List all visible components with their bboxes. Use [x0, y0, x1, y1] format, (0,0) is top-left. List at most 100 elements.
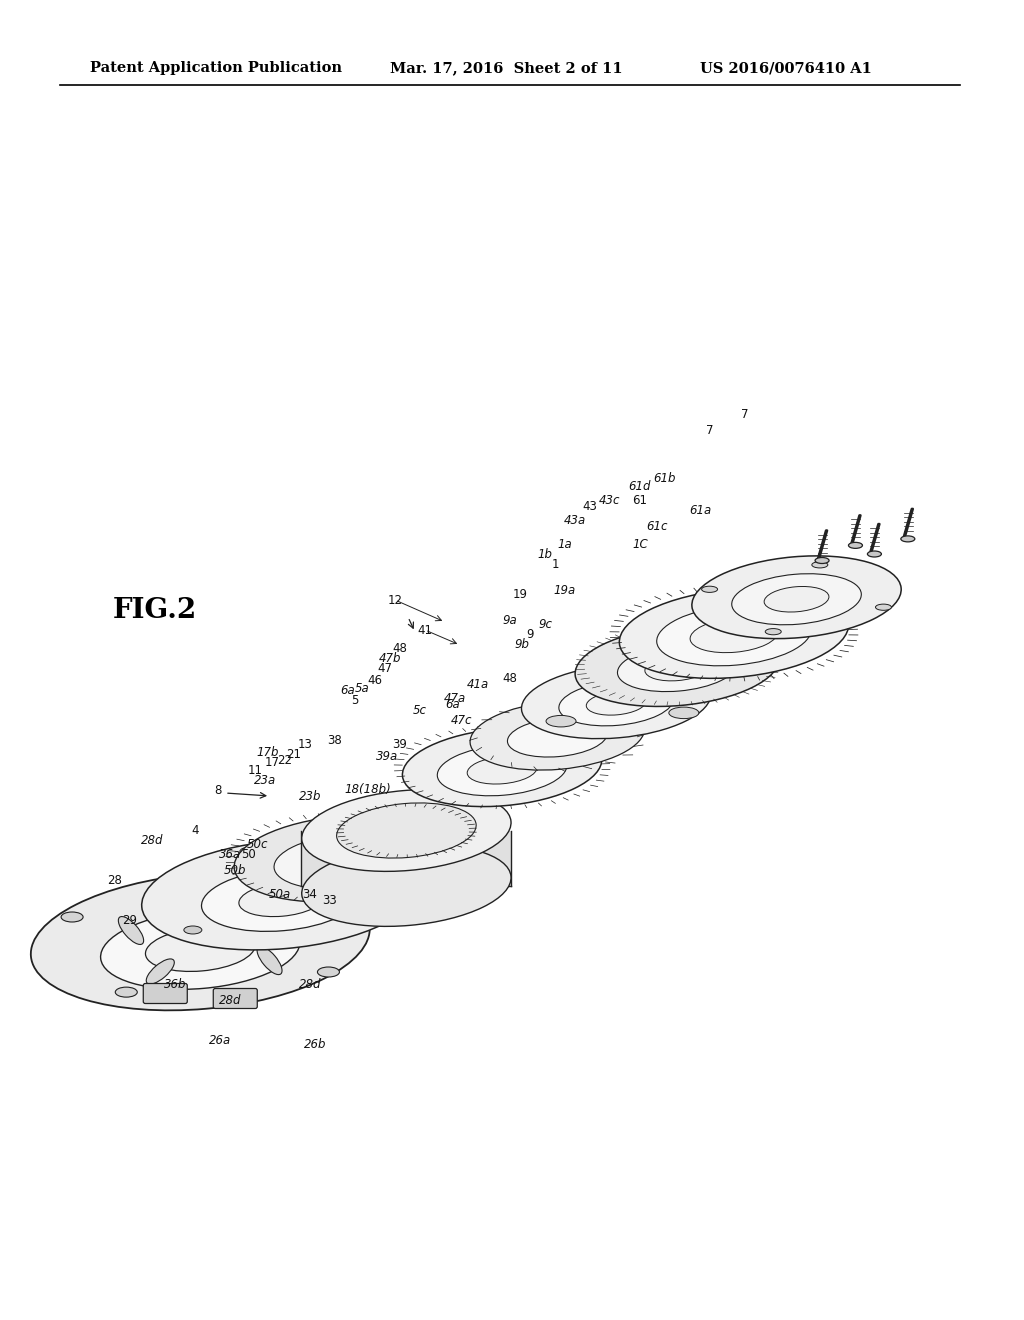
Ellipse shape [732, 574, 861, 624]
Text: 61a: 61a [689, 503, 711, 516]
Text: 1C: 1C [632, 539, 648, 552]
Text: 61c: 61c [646, 520, 668, 533]
Text: 1: 1 [551, 558, 559, 572]
Text: 1b: 1b [538, 549, 553, 561]
Ellipse shape [240, 847, 258, 855]
Ellipse shape [239, 883, 324, 916]
Text: 43a: 43a [564, 513, 586, 527]
Text: 21: 21 [287, 748, 301, 762]
Ellipse shape [901, 536, 914, 543]
Text: FIG.2: FIG.2 [113, 597, 198, 623]
Ellipse shape [690, 618, 778, 652]
Ellipse shape [876, 605, 892, 610]
Text: 50b: 50b [224, 863, 246, 876]
Ellipse shape [701, 586, 718, 593]
Text: 43c: 43c [599, 494, 621, 507]
Ellipse shape [302, 789, 511, 871]
Text: 6a: 6a [341, 684, 355, 697]
Text: 39a: 39a [376, 751, 398, 763]
Text: 9: 9 [526, 628, 534, 642]
Text: 47c: 47c [452, 714, 473, 726]
Ellipse shape [263, 892, 286, 902]
Text: 38: 38 [328, 734, 342, 747]
Ellipse shape [508, 718, 607, 758]
Ellipse shape [100, 909, 300, 989]
Text: 9a: 9a [503, 614, 517, 627]
Ellipse shape [119, 916, 143, 945]
Text: Patent Application Publication: Patent Application Publication [90, 61, 342, 75]
Text: 50: 50 [241, 849, 255, 862]
Text: 28d: 28d [140, 833, 163, 846]
Ellipse shape [656, 605, 811, 665]
Ellipse shape [274, 834, 414, 890]
Text: 47: 47 [378, 661, 392, 675]
Text: 26b: 26b [304, 1039, 327, 1052]
Text: 13: 13 [298, 738, 312, 751]
Text: 48: 48 [503, 672, 517, 685]
Text: 23b: 23b [299, 791, 322, 804]
Ellipse shape [546, 715, 577, 727]
Text: 61d: 61d [629, 480, 651, 494]
Ellipse shape [692, 556, 901, 639]
Text: 8: 8 [214, 784, 221, 796]
Ellipse shape [575, 626, 779, 706]
Text: 41: 41 [418, 623, 432, 636]
Ellipse shape [304, 846, 384, 878]
Ellipse shape [521, 664, 711, 739]
Ellipse shape [867, 550, 882, 557]
Text: 46: 46 [368, 673, 383, 686]
Polygon shape [301, 830, 511, 886]
Ellipse shape [141, 840, 421, 950]
Text: 7: 7 [741, 408, 749, 421]
Ellipse shape [226, 907, 254, 932]
Text: 5a: 5a [354, 681, 370, 694]
Text: 33: 33 [323, 894, 337, 907]
Text: 47a: 47a [443, 692, 466, 705]
Text: 34: 34 [302, 888, 317, 902]
FancyBboxPatch shape [143, 983, 187, 1003]
Text: 17: 17 [264, 755, 280, 768]
Text: 23a: 23a [254, 774, 276, 787]
Text: 5c: 5c [413, 704, 427, 717]
Text: 61b: 61b [653, 471, 676, 484]
Ellipse shape [184, 927, 202, 935]
Ellipse shape [589, 671, 618, 682]
Ellipse shape [587, 692, 646, 715]
Text: 61: 61 [633, 494, 647, 507]
Ellipse shape [764, 586, 828, 612]
Text: Mar. 17, 2016  Sheet 2 of 11: Mar. 17, 2016 Sheet 2 of 11 [390, 61, 623, 75]
Ellipse shape [620, 589, 849, 678]
Text: 47b: 47b [379, 652, 401, 664]
Text: 9c: 9c [538, 619, 552, 631]
Text: 5: 5 [351, 693, 358, 706]
Ellipse shape [559, 681, 674, 726]
Ellipse shape [116, 987, 137, 997]
Ellipse shape [31, 873, 370, 1010]
Ellipse shape [765, 628, 781, 635]
Ellipse shape [61, 912, 83, 921]
Ellipse shape [617, 644, 737, 692]
FancyBboxPatch shape [213, 989, 257, 1008]
Ellipse shape [645, 655, 710, 681]
Ellipse shape [234, 816, 454, 902]
Ellipse shape [393, 906, 411, 913]
Text: 11: 11 [248, 763, 262, 776]
Text: 6a: 6a [445, 698, 461, 711]
Text: 4: 4 [191, 824, 199, 837]
Text: 1a: 1a [558, 539, 572, 552]
Text: 18(18b): 18(18b) [345, 784, 391, 796]
Ellipse shape [337, 803, 476, 858]
Ellipse shape [257, 946, 282, 974]
Text: 22: 22 [278, 754, 293, 767]
Text: 41a: 41a [467, 678, 489, 692]
Text: 12: 12 [387, 594, 402, 606]
Text: 48: 48 [392, 642, 408, 655]
Ellipse shape [302, 845, 511, 927]
Ellipse shape [202, 869, 361, 932]
Ellipse shape [146, 958, 174, 983]
Ellipse shape [470, 701, 644, 770]
Ellipse shape [317, 968, 339, 977]
Ellipse shape [669, 708, 698, 718]
Text: 28: 28 [108, 874, 123, 887]
Text: 7: 7 [707, 424, 714, 437]
